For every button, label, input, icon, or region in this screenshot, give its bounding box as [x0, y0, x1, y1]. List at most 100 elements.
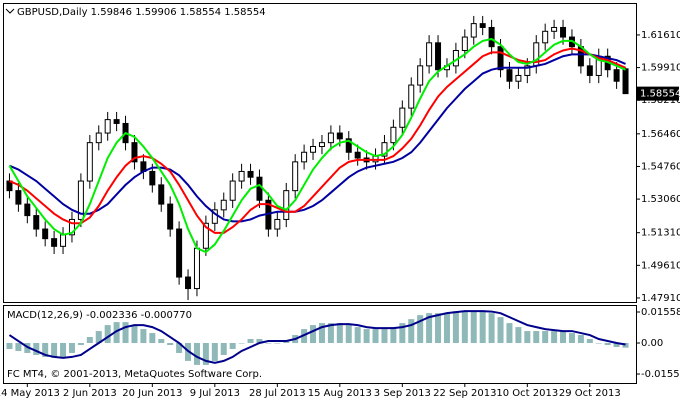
candle-body — [158, 184, 165, 205]
macd-bar — [506, 323, 513, 344]
y-tick-label: 1.61610 — [641, 30, 680, 41]
macd-bar — [488, 313, 495, 344]
x-tick-label: 9 Jul 2013 — [190, 388, 240, 399]
macd-bar — [51, 343, 58, 358]
macd-bar — [604, 343, 611, 345]
macd-bar — [220, 343, 227, 355]
candle-body — [435, 42, 442, 71]
macd-bar — [176, 343, 183, 353]
macd-bar — [211, 343, 218, 361]
x-tick-label: 29 Oct 2013 — [559, 388, 621, 399]
macd-bar — [60, 343, 67, 357]
y-tick-label: 1.58210 — [641, 95, 680, 106]
macd-bar — [595, 343, 602, 344]
candle-body — [354, 151, 361, 159]
macd-bar — [497, 317, 504, 344]
candle-body — [292, 161, 299, 192]
chart-title: GBPUSD,Daily 1.59846 1.59906 1.58554 1.5… — [17, 7, 266, 18]
candle-body — [220, 199, 227, 211]
macd-bar — [613, 343, 620, 347]
x-tick-label: 3 Sep 2013 — [374, 388, 431, 399]
candle-body — [60, 234, 67, 247]
candle-body — [211, 209, 218, 224]
macd-bar — [167, 343, 174, 345]
candle-body — [42, 228, 49, 240]
candle-body — [470, 23, 477, 38]
macd-bar — [68, 343, 75, 353]
candle-body — [51, 238, 58, 247]
macd-bar — [33, 343, 40, 355]
macd-bar — [202, 343, 209, 365]
candle-body — [399, 107, 406, 128]
macd-bar — [6, 343, 13, 349]
candle-body — [283, 190, 290, 220]
moving-average-line — [8, 37, 626, 254]
macd-bar — [408, 319, 415, 344]
macd-bar — [524, 331, 531, 344]
x-tick-label: 20 Jun 2013 — [122, 388, 182, 399]
candle-body — [345, 138, 352, 153]
candle-body — [95, 132, 102, 144]
macd-bar — [551, 331, 558, 344]
macd-bar — [399, 323, 406, 344]
macd-bar — [42, 343, 49, 357]
candle-body — [238, 170, 245, 182]
macd-bar — [568, 333, 575, 344]
candle-body — [33, 215, 40, 230]
moving-average-line — [9, 47, 626, 234]
watermark: FC MT4, © 2001-2013, MetaQuotes Software… — [7, 369, 262, 380]
signal-line — [8, 310, 626, 364]
macd-bar — [372, 329, 379, 344]
candle-body — [390, 126, 397, 144]
macd-bar — [274, 343, 281, 344]
macd-bar — [533, 331, 540, 344]
candle-body — [149, 170, 156, 186]
candle-body — [488, 26, 495, 48]
macd-bar — [435, 313, 442, 344]
macd-bar — [452, 311, 459, 344]
macd-bar — [417, 315, 424, 344]
candle-body — [86, 142, 93, 182]
macd-bar — [381, 329, 388, 344]
candle-body — [301, 151, 308, 163]
x-tick-label: 2 Jun 2013 — [63, 388, 117, 399]
macd-bar — [310, 325, 317, 344]
macd-bar — [122, 322, 129, 344]
macd-bar — [461, 311, 468, 344]
x-tick-label: 28 Jul 2013 — [249, 388, 306, 399]
candle-body — [408, 84, 415, 109]
candle-body — [515, 74, 522, 82]
candle-body — [551, 26, 558, 32]
candle-body — [479, 23, 486, 28]
candle-body — [417, 65, 424, 86]
macd-bar — [354, 327, 361, 344]
macd-bar — [318, 323, 325, 344]
macd-bar — [560, 331, 567, 344]
candle-body — [113, 119, 120, 124]
macd-bar — [77, 343, 84, 345]
y-tick-label: 1.51310 — [641, 228, 680, 239]
x-tick-label: 10 Oct 2013 — [496, 388, 558, 399]
macd-bar — [622, 343, 629, 348]
moving-average-line — [9, 53, 626, 223]
macd-bar — [149, 333, 156, 344]
macd-bar — [95, 331, 102, 344]
macd-bar — [577, 335, 584, 344]
macd-bar — [327, 323, 334, 344]
candle-body — [176, 228, 183, 278]
last-price-box — [637, 86, 679, 101]
candle-body — [104, 119, 111, 134]
candle-body — [202, 222, 209, 249]
macd-bar — [158, 339, 165, 344]
candle-body — [622, 68, 629, 95]
macd-bar — [104, 325, 111, 344]
macd-bar — [470, 311, 477, 344]
y-tick-label: -0.015586 — [641, 369, 680, 380]
x-tick-label: 14 May 2013 — [0, 388, 60, 399]
candle-body — [497, 46, 504, 71]
candle-body — [524, 65, 531, 76]
y-tick-label: 1.56460 — [641, 129, 680, 140]
candle-body — [24, 203, 31, 217]
macd-bar — [193, 343, 200, 365]
